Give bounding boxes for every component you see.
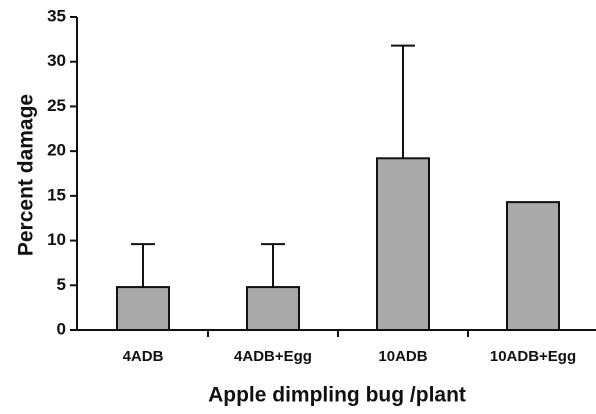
y-tick-label: 10: [47, 230, 66, 249]
x-tick-label: 10ADB+Egg: [490, 348, 576, 365]
x-tick-label: 10ADB: [378, 348, 427, 365]
y-tick-label: 35: [47, 6, 66, 25]
y-tick-label: 0: [57, 319, 66, 338]
x-tick-label: 4ADB+Egg: [234, 348, 312, 365]
bar: [506, 201, 560, 331]
x-axis-title: Apple dimpling bug /plant: [208, 384, 466, 407]
y-axis-title: Percent damage: [15, 94, 38, 256]
y-tick-label: 20: [47, 141, 66, 160]
x-tick-label: 4ADB: [123, 348, 164, 365]
bar: [246, 286, 300, 331]
bar: [116, 286, 170, 331]
y-tick-label: 30: [47, 51, 66, 70]
y-tick-label: 5: [57, 275, 66, 294]
y-tick-label: 25: [47, 96, 66, 115]
bar: [376, 157, 430, 331]
y-tick-label: 15: [47, 185, 66, 204]
